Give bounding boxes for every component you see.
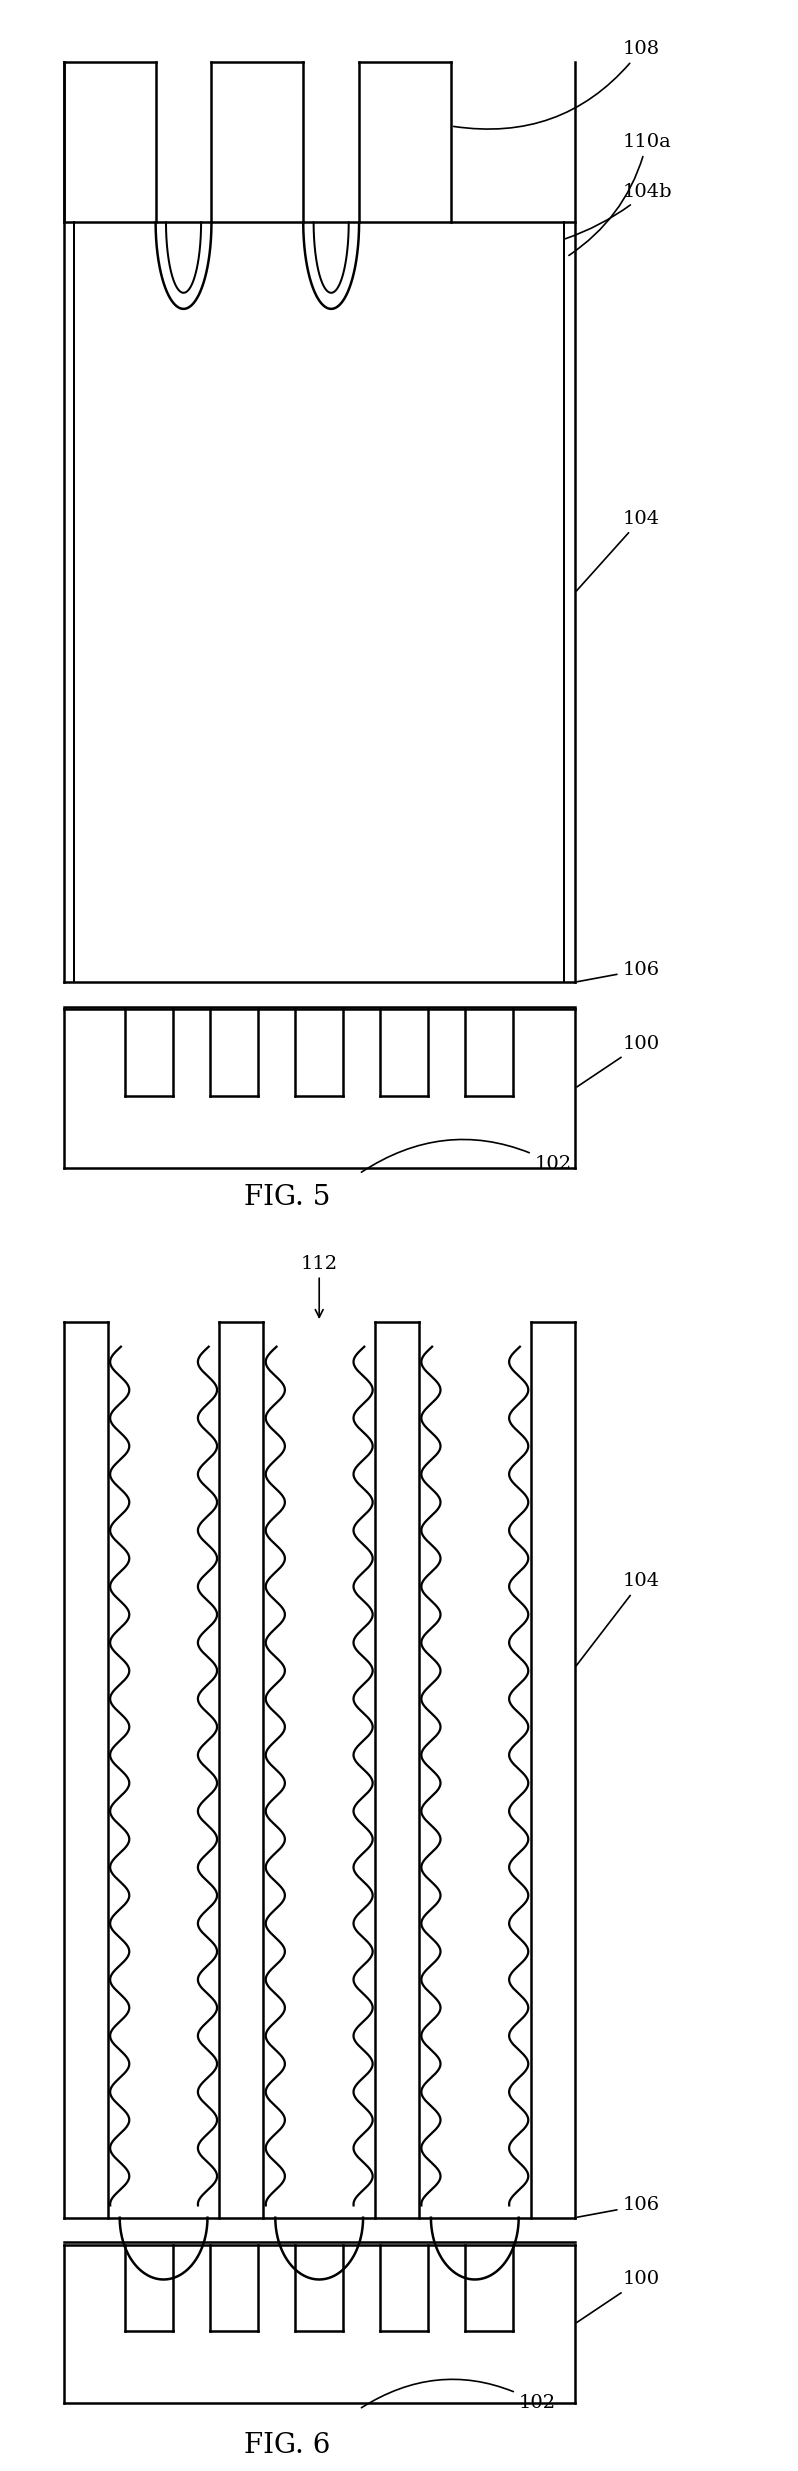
Text: 104: 104: [576, 509, 660, 591]
Text: 104b: 104b: [565, 183, 672, 240]
Text: FIG. 6: FIG. 6: [244, 2431, 330, 2459]
Text: 108: 108: [453, 40, 660, 128]
Text: 106: 106: [577, 961, 660, 981]
Text: FIG. 5: FIG. 5: [244, 1184, 330, 1211]
Text: 100: 100: [577, 1035, 660, 1087]
Text: 104: 104: [576, 1572, 660, 1665]
Text: 112: 112: [301, 1255, 338, 1317]
Text: 110a: 110a: [569, 133, 671, 255]
Text: 106: 106: [577, 2197, 660, 2216]
Text: 102: 102: [361, 2380, 556, 2412]
Text: 102: 102: [361, 1139, 572, 1174]
Text: 100: 100: [577, 2271, 660, 2323]
